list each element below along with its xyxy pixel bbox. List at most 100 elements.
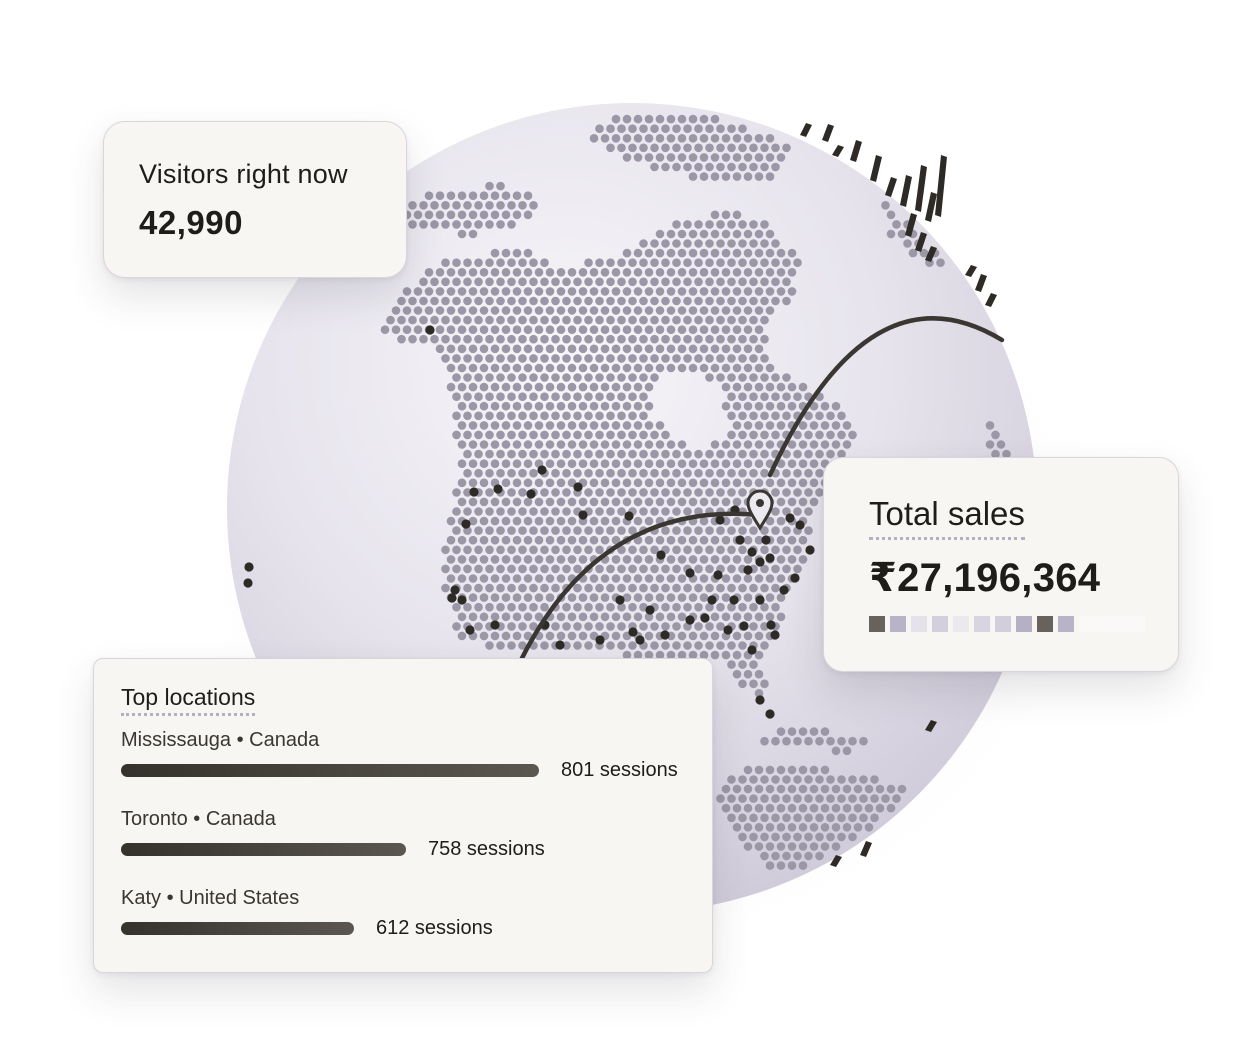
land-dot [518, 296, 527, 306]
land-dot [776, 861, 786, 870]
land-dot [490, 516, 500, 526]
land-dot [694, 488, 703, 497]
land-dot [600, 344, 610, 354]
land-dot [760, 334, 769, 344]
land-dot [815, 813, 824, 823]
land-dot [512, 268, 522, 277]
hotspot-dot [628, 627, 638, 637]
land-dot [683, 143, 692, 153]
location-name: Katy • United States [121, 887, 300, 909]
land-dot [672, 277, 681, 287]
land-dot [556, 287, 566, 296]
land-dot [496, 315, 505, 325]
land-dot [551, 315, 560, 325]
land-dot [826, 775, 835, 784]
land-dot [666, 134, 676, 143]
land-dot [776, 784, 786, 794]
land-dot [661, 277, 670, 287]
land-dot [452, 411, 461, 421]
land-dot [485, 526, 494, 535]
land-dot [589, 325, 599, 335]
land-dot [771, 162, 780, 172]
land-dot [534, 421, 544, 430]
land-dot [496, 296, 505, 306]
total-sales-label[interactable]: Total sales [869, 495, 1025, 540]
land-dot [567, 382, 577, 392]
land-dot [600, 459, 610, 469]
land-dot [754, 459, 764, 469]
land-dot [650, 488, 659, 497]
land-dot [749, 277, 758, 287]
land-dot [749, 258, 758, 268]
activity-spike [965, 265, 977, 277]
land-dot [584, 622, 593, 631]
land-dot [699, 593, 709, 602]
land-dot [793, 507, 802, 516]
land-dot [595, 449, 604, 459]
land-dot [606, 258, 615, 268]
land-dot [490, 555, 500, 564]
land-dot [441, 354, 450, 363]
land-dot [754, 440, 764, 449]
land-dot [727, 468, 736, 478]
land-dot [600, 401, 610, 411]
activity-spike [830, 855, 842, 867]
land-dot [578, 555, 588, 564]
land-dot [446, 306, 456, 315]
land-dot [501, 363, 511, 373]
land-dot [485, 507, 494, 516]
land-dot [650, 449, 659, 459]
land-dot [699, 631, 709, 641]
land-dot [771, 296, 780, 306]
land-dot [567, 497, 577, 507]
land-dot [754, 287, 764, 296]
top-locations-title[interactable]: Top locations [121, 684, 256, 716]
land-dot [716, 449, 725, 459]
land-dot [408, 296, 417, 306]
land-dot [479, 382, 489, 392]
land-dot [787, 268, 797, 277]
land-dot [617, 296, 626, 306]
land-dot [754, 153, 764, 162]
land-dot [523, 382, 533, 392]
land-dot [809, 803, 819, 813]
land-dot [749, 775, 758, 784]
land-dot [518, 641, 527, 650]
land-dot [523, 306, 533, 315]
land-dot [683, 220, 692, 229]
land-dot [765, 134, 775, 143]
land-dot [578, 344, 588, 354]
land-dot [666, 325, 676, 335]
land-dot [776, 555, 786, 564]
land-dot [760, 736, 769, 746]
land-dot [655, 459, 665, 469]
land-dot [716, 468, 725, 478]
land-dot [677, 478, 687, 488]
land-dot [760, 564, 769, 574]
land-dot [606, 488, 615, 497]
land-dot [490, 248, 500, 258]
land-dot [694, 296, 703, 306]
land-dot [507, 449, 516, 459]
land-dot [474, 449, 483, 459]
land-dot [743, 803, 753, 813]
land-dot [782, 296, 791, 306]
land-dot [468, 268, 478, 277]
land-dot [694, 449, 703, 459]
land-dot [749, 239, 758, 248]
land-dot [611, 134, 621, 143]
land-dot [633, 287, 643, 296]
land-dot [578, 593, 588, 602]
land-dot [754, 574, 764, 583]
land-dot [738, 430, 747, 440]
land-dot [837, 411, 846, 421]
land-dot [589, 401, 599, 411]
land-dot [441, 583, 450, 593]
land-dot [501, 574, 511, 583]
land-dot [573, 545, 582, 555]
land-dot [551, 564, 560, 574]
land-dot [716, 583, 725, 593]
land-dot [666, 612, 676, 622]
land-dot [633, 421, 643, 430]
land-dot [540, 373, 549, 382]
